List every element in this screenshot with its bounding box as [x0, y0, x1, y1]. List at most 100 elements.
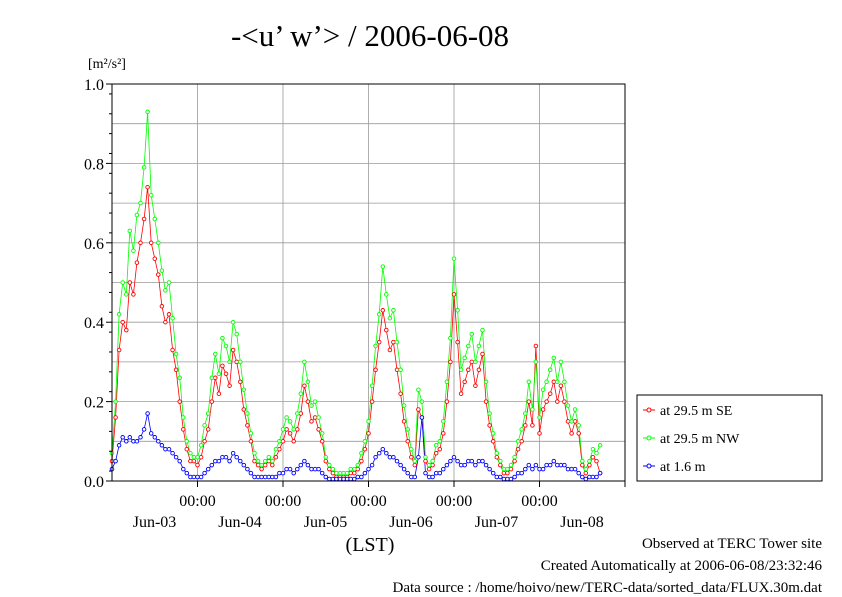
data-point [384, 327, 389, 333]
data-point [551, 355, 557, 361]
footer-observed: Observed at TERC Tower site [641, 536, 822, 552]
data-point [498, 474, 503, 480]
data-point [230, 450, 236, 456]
data-point [323, 458, 329, 464]
data-point [519, 470, 524, 476]
data-point [405, 427, 410, 432]
data-point [298, 391, 304, 396]
data-point [373, 454, 378, 460]
data-point [519, 439, 524, 444]
data-point [409, 454, 414, 460]
data-point [295, 411, 300, 416]
data-point [437, 446, 443, 452]
data-point [587, 458, 592, 464]
data-point [241, 387, 247, 392]
series-line [111, 187, 601, 478]
x-tick-date: Jun-06 [389, 514, 433, 531]
data-point [327, 476, 332, 482]
data-point [505, 470, 510, 476]
data-point [259, 462, 264, 468]
data-point [505, 476, 510, 482]
data-point [352, 466, 357, 472]
data-point [576, 470, 581, 476]
data-point [198, 454, 204, 460]
data-point [127, 228, 133, 234]
data-point [173, 454, 179, 460]
data-point [227, 383, 232, 388]
data-point [451, 292, 457, 297]
data-point [295, 466, 300, 472]
data-point [259, 466, 264, 472]
data-point [184, 439, 190, 444]
data-point [202, 423, 207, 428]
x-tick-time: 00:00 [521, 493, 557, 510]
data-point [512, 454, 517, 460]
data-point [533, 359, 539, 365]
data-point [391, 308, 396, 313]
data-point [262, 462, 268, 468]
data-point [116, 347, 122, 353]
y-tick-label: 0.2 [84, 395, 104, 412]
data-point [451, 454, 457, 460]
data-point [473, 383, 478, 388]
data-point [131, 292, 136, 297]
data-point [195, 474, 200, 480]
data-point [252, 474, 257, 480]
data-point [384, 450, 389, 456]
data-point [248, 431, 254, 436]
data-point [530, 466, 535, 472]
data-point [455, 339, 460, 345]
data-point [191, 458, 197, 464]
data-point [177, 458, 182, 464]
data-point [380, 264, 386, 269]
data-point [391, 339, 396, 345]
data-point [547, 462, 553, 468]
data-point [113, 415, 118, 420]
data-point [594, 450, 599, 456]
data-point [287, 431, 293, 436]
data-point [590, 474, 596, 480]
data-point [138, 200, 143, 206]
data-point [494, 450, 500, 456]
data-point [412, 474, 418, 480]
data-point [270, 458, 275, 464]
data-point [152, 435, 158, 440]
data-point [280, 470, 286, 476]
data-point [469, 458, 475, 464]
data-point [298, 462, 304, 468]
data-point [302, 359, 307, 365]
data-point [469, 331, 475, 337]
data-point [401, 403, 407, 408]
data-point [387, 347, 393, 353]
data-point [177, 375, 182, 381]
data-point [191, 454, 197, 460]
data-point [198, 474, 204, 480]
data-point [230, 347, 236, 353]
data-point [159, 304, 165, 309]
data-point [562, 379, 567, 385]
plot-points [109, 109, 603, 482]
data-point [530, 407, 535, 412]
data-point [441, 466, 446, 472]
data-point [433, 470, 439, 476]
data-point [398, 462, 403, 468]
data-point [469, 359, 475, 365]
data-point [316, 466, 321, 472]
data-point [262, 474, 268, 480]
data-point [127, 280, 133, 285]
footer-source: Data source : /home/hoivo/new/TERC-data/… [392, 580, 823, 596]
data-point [409, 446, 414, 452]
legend-label: at 1.6 m [660, 460, 706, 475]
data-point [359, 474, 364, 480]
data-point [270, 462, 275, 468]
data-point [302, 383, 307, 388]
data-point [284, 427, 289, 432]
data-point [152, 256, 158, 261]
data-point [583, 470, 589, 476]
data-point [451, 256, 457, 261]
x-tick-time: 00:00 [350, 493, 386, 510]
data-point [405, 470, 410, 476]
data-point [173, 351, 179, 357]
data-point [234, 331, 239, 337]
data-point [366, 466, 371, 472]
